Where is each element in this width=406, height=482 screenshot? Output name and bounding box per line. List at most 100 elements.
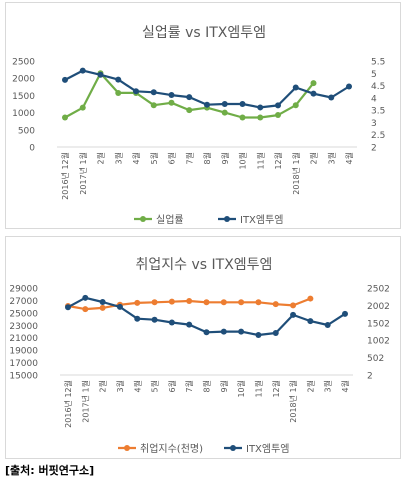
y-right-tick-label: 1002 (367, 337, 390, 347)
data-point-series-1 (134, 299, 141, 306)
x-tick-label: 9월 (219, 380, 229, 392)
legend-marker (124, 445, 130, 451)
x-tick-label: 9월 (220, 152, 230, 164)
x-tick-label: 5월 (149, 152, 159, 164)
x-tick-label: 10월 (236, 380, 246, 398)
data-point-series-2 (116, 303, 123, 310)
x-tick-label: 5월 (150, 380, 160, 392)
legend-marker (140, 216, 146, 222)
y-left-tick-label: 500 (18, 126, 35, 136)
x-tick-label: 2017년 1월 (80, 380, 90, 423)
data-point-series-2 (275, 102, 281, 109)
y-left-tick-label: 23000 (9, 322, 38, 332)
data-point-series-1 (292, 102, 299, 109)
x-tick-label: 10월 (238, 152, 248, 170)
data-point-series-1 (310, 80, 317, 87)
y-left-tick-label: 19000 (9, 347, 38, 357)
x-tick-label: 8월 (202, 380, 212, 392)
data-point-series-1 (257, 114, 264, 121)
y-right-tick-label: 4 (371, 94, 377, 104)
legend-label: ITX엠투엠 (246, 443, 290, 455)
data-point-series-1 (168, 99, 175, 106)
data-point-series-2 (292, 84, 299, 91)
x-tick-label: 4월 (131, 152, 141, 164)
y-left-tick-label: 17000 (9, 359, 38, 369)
data-point-series-2 (150, 89, 157, 96)
data-point-series-2 (133, 88, 139, 95)
x-tick-label: 4월 (340, 380, 350, 392)
legend-label: 취업지수(천명) (140, 442, 203, 455)
data-point-series-2 (255, 332, 262, 339)
data-point-series-1 (239, 114, 246, 121)
data-point-series-2 (151, 316, 158, 323)
x-tick-label: 12월 (273, 152, 283, 170)
data-point-series-2 (272, 329, 279, 336)
data-point-series-1 (255, 299, 262, 306)
data-point-series-2 (342, 310, 348, 317)
data-point-series-1 (186, 298, 193, 305)
data-point-series-2 (238, 328, 245, 335)
chart-panel-unemployment: 실업률 vs ITX엠투엠 0 500 1000 1500 2000 2500 2 2.5 3 3.… (5, 2, 401, 229)
data-point-series-2 (82, 294, 89, 301)
data-point-series-2 (186, 321, 193, 328)
data-point-series-2 (115, 76, 122, 83)
legend-label: 실업률 (156, 213, 184, 226)
data-point-series-1 (82, 306, 89, 313)
data-point-series-2 (62, 76, 68, 83)
y-left-tick-label: 0 (29, 144, 35, 154)
x-tick-label: 12월 (271, 380, 281, 398)
x-tick-label: 11월 (253, 380, 263, 398)
y-left-tick-label: 1500 (12, 92, 35, 102)
x-tick-label: 2월 (309, 152, 319, 164)
data-point-series-2 (310, 90, 317, 97)
chart-title: 실업률 vs ITX엠투엠 (142, 25, 266, 41)
data-point-series-2 (324, 321, 331, 328)
data-point-series-2 (328, 94, 335, 101)
x-tick-label: 8월 (202, 152, 212, 164)
y-right-tick-label: 4.5 (371, 82, 385, 92)
y-right-tick-label: 1502 (367, 319, 390, 329)
data-point-series-1 (62, 114, 68, 121)
x-tick-label: 6월 (167, 380, 177, 392)
data-point-series-1 (203, 299, 210, 306)
employment-chart: 취업지수 vs ITX엠투엠 15000 17000 19000 21000 23000 2… (9, 257, 390, 455)
data-point-series-1 (238, 299, 245, 306)
data-point-series-2 (97, 71, 104, 78)
y-left-tick-label: 25000 (9, 309, 38, 319)
y-right-tick-label: 3.5 (371, 107, 385, 117)
x-tick-label: 2월 (305, 380, 315, 392)
chart-title: 취업지수 vs ITX엠투엠 (136, 257, 273, 273)
data-point-series-2 (186, 94, 193, 101)
data-point-series-1 (151, 299, 158, 306)
x-tick-label: 4월 (344, 152, 354, 164)
legend-marker (230, 445, 236, 451)
chart-panel-employment: 취업지수 vs ITX엠투엠 15000 17000 19000 21000 23000 2… (5, 236, 401, 459)
data-point-series-1 (186, 107, 193, 114)
legend-marker (224, 216, 230, 222)
x-tick-label: 2월 (96, 152, 106, 164)
x-tick-label: 2017년 1월 (78, 152, 88, 195)
y-right-tick-label: 5.5 (371, 58, 385, 68)
y-right-tick-label: 2.5 (371, 131, 385, 141)
x-tick-label: 7월 (184, 152, 194, 164)
x-tick-label: 2018년 1월 (288, 380, 298, 423)
y-right-tick-label: 3 (371, 119, 377, 129)
data-point-series-1 (220, 299, 227, 306)
data-point-series-1 (290, 302, 297, 309)
y-right-tick-label: 2 (371, 144, 377, 154)
data-point-series-2 (220, 328, 227, 335)
y-left-tick-label: 27000 (9, 297, 38, 307)
data-point-series-2 (346, 83, 352, 90)
x-tick-label: 2월 (98, 380, 108, 392)
x-tick-label: 3월 (326, 152, 336, 164)
data-point-series-2 (99, 298, 106, 305)
x-tick-label: 11월 (255, 152, 265, 170)
x-tick-label: 2016년 12월 (63, 380, 73, 428)
data-point-series-2 (134, 315, 141, 322)
x-tick-label: 3월 (323, 380, 333, 392)
y-right-tick-label: 502 (367, 354, 384, 364)
y-right-tick-label: 2002 (367, 302, 390, 312)
y-left-tick-label: 15000 (9, 372, 38, 382)
data-point-series-1 (272, 301, 279, 308)
data-point-series-1 (150, 102, 157, 109)
